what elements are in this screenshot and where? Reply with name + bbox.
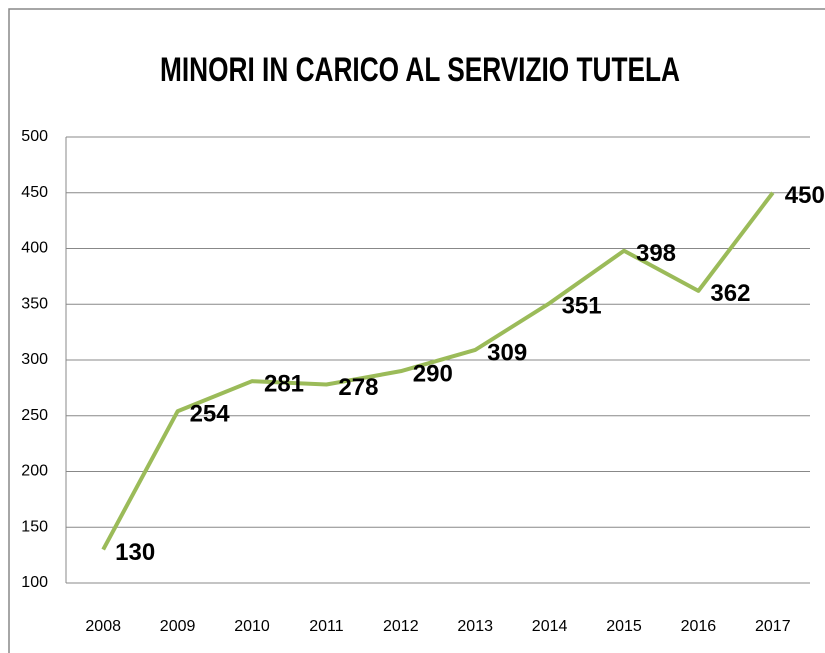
y-tick-label: 200 xyxy=(21,463,48,480)
x-tick-label: 2012 xyxy=(383,618,419,635)
x-tick-label: 2011 xyxy=(309,618,344,635)
data-label: 290 xyxy=(413,360,453,387)
y-tick-label: 250 xyxy=(21,407,48,424)
x-tick-label: 2015 xyxy=(606,618,642,635)
data-label: 281 xyxy=(264,371,304,398)
x-tick-label: 2017 xyxy=(755,618,791,635)
data-label: 278 xyxy=(338,374,378,401)
data-label: 130 xyxy=(115,539,155,566)
y-tick-label: 400 xyxy=(21,240,48,257)
chart-title: MINORI IN CARICO AL SERVIZIO TUTELA xyxy=(160,51,680,89)
data-label: 351 xyxy=(562,292,602,319)
y-tick-label: 100 xyxy=(21,574,48,591)
x-tick-label: 2010 xyxy=(234,618,270,635)
y-tick-label: 500 xyxy=(21,128,48,145)
x-tick-label: 2014 xyxy=(532,618,568,635)
y-tick-label: 300 xyxy=(21,351,48,368)
line-series xyxy=(101,191,775,551)
y-tick-label: 450 xyxy=(21,184,48,201)
x-tick-label: 2008 xyxy=(85,618,121,635)
frame xyxy=(8,8,825,653)
x-tick-label: 2016 xyxy=(681,618,717,635)
y-tick-label: 150 xyxy=(21,518,48,535)
x-tick-label: 2009 xyxy=(160,618,196,635)
data-label: 309 xyxy=(487,339,527,366)
data-label: 254 xyxy=(190,401,231,428)
data-label: 398 xyxy=(636,240,676,267)
data-label: 450 xyxy=(785,182,825,209)
data-label: 362 xyxy=(710,280,750,307)
x-tick-label: 2013 xyxy=(457,618,493,635)
y-tick-label: 350 xyxy=(21,295,48,312)
